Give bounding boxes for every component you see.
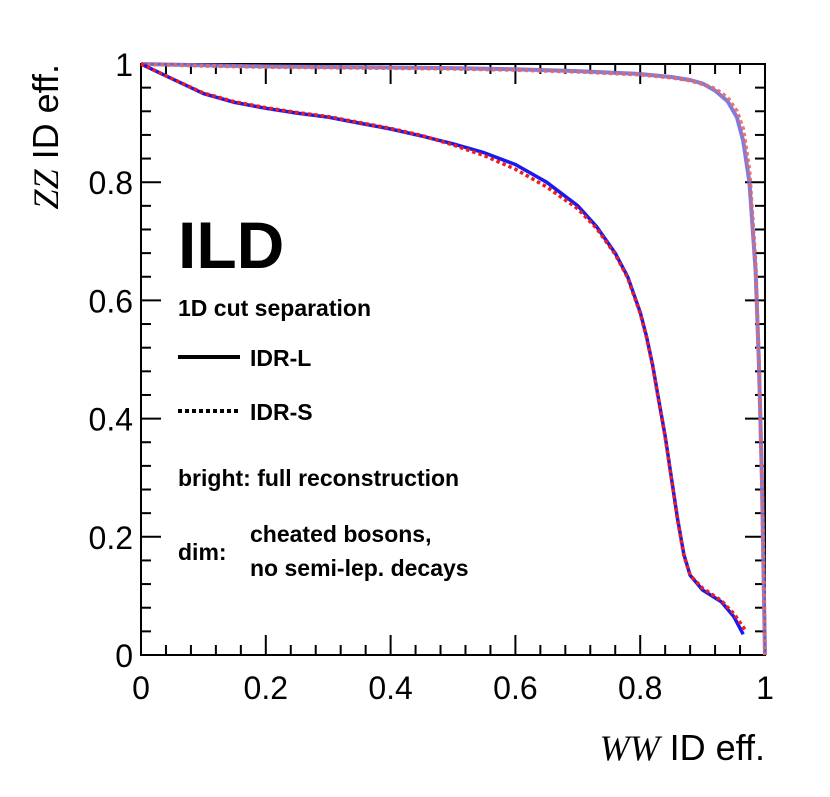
legend-note-dim-line2: no semi-lep. decays [250,555,469,581]
legend-note-dim-line1: cheated bosons, [250,521,431,547]
y-tick-label: 0 [115,638,133,674]
series-layer [140,62,767,656]
x-tick-label: 0.4 [368,670,412,706]
x-tick-label: 0 [132,670,150,706]
legend-title: 1D cut separation [178,295,371,321]
series-line-idr-s-cheated-bosons [140,62,767,656]
x-axis-title: WW ID eff. [600,727,765,768]
ild-label: ILD [178,208,284,282]
y-tick-label: 0.8 [89,165,133,201]
series-line-idr-l-full-reconstruction [140,62,745,636]
legend-entry-idr-s: IDR-S [250,399,313,425]
y-axis-title-rest: ID eff. [25,64,66,169]
y-axis-title: ZZ ID eff. [25,64,66,209]
x-tick-label: 0.8 [618,670,662,706]
y-tick-label: 0.4 [89,402,133,438]
x-axis-title-rest: ID eff. [660,727,765,768]
x-axis-title-italic: WW [600,728,663,768]
legend-entry-idr-l: IDR-L [250,345,311,371]
plot-frame [140,63,766,656]
y-axis-title-italic: ZZ [26,168,66,209]
series-line-idr-s-full-reconstruction [140,62,748,633]
legend-note-dim-prefix: dim: [178,539,227,565]
y-tick-label: 1 [115,47,133,83]
x-tick-label: 0.6 [493,670,537,706]
legend-note-bright: bright: full reconstruction [178,465,459,491]
tick-labels: 0 0.2 0.4 0.6 0.8 1 0 0.2 0.4 0.6 0.8 1 [89,47,774,706]
x-tick-label: 1 [756,670,774,706]
x-tick-label: 0.2 [244,670,288,706]
y-tick-label: 0.6 [89,283,133,319]
y-tick-label: 0.2 [89,520,133,556]
